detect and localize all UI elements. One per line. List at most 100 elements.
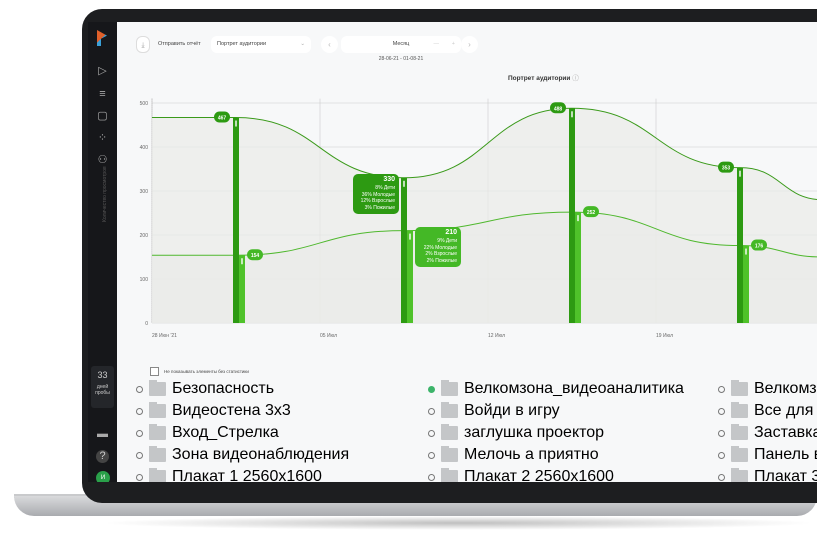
list-item[interactable]: Панель вертикальная внутр [718,446,817,463]
radio[interactable] [136,407,143,415]
folder-icon [731,402,748,418]
data-label-bg [718,161,734,173]
list-item[interactable]: Видеостена 3х3 [136,402,291,419]
date-range: 28-06-21 - 01-08-21 [378,56,424,62]
list-item[interactable]: Плакат 1 2560х1600 [136,468,322,482]
folder-icon [441,424,458,440]
monitor-icon[interactable]: ▬ [97,428,108,440]
folder-icon [441,468,458,482]
folder-icon [149,468,166,482]
data-label: 154 [251,253,260,259]
radio[interactable] [136,385,143,393]
logo [97,30,107,46]
bar [407,230,413,323]
bar [737,167,743,323]
help-icon[interactable]: ? [96,450,109,463]
chart: 0 100 200 300 400 500 28 Июн '21 05 Июл 12 Июл 19… [140,98,817,339]
hide-empty-checkbox[interactable]: Не показывать элементы без статистики [150,367,249,376]
list-item[interactable]: заглушка проектор [428,424,605,441]
person-icon [241,258,243,265]
folder-icon [149,424,166,440]
list-item[interactable]: Плакат 2 2560х1600 [428,468,614,482]
tooltip: 210 9% Дети 22% Молодые 2% Взрослые 2% Пожил… [415,226,461,268]
item-label: Плакат 3 2560х1600 [754,468,817,482]
data-label-bg [214,111,230,123]
data-label: 467 [218,116,227,122]
period-select[interactable]: Месяц — + [341,36,461,53]
folder-icon [731,446,748,462]
radio[interactable] [136,473,143,481]
radio[interactable] [136,429,143,437]
list-item[interactable]: Безопасность [136,380,274,397]
y-tick-label: 400 [140,145,149,151]
report-select[interactable]: Портрет аудитории ⌄ [211,36,311,53]
list-item[interactable]: Заставка [718,424,817,441]
radio[interactable] [428,385,435,393]
item-label: Заставка [754,424,817,441]
send-report-button[interactable]: Отправить отчёт [158,41,201,47]
loader-icon[interactable]: ⁘ [97,132,108,144]
chevron-down-icon: ⌄ [300,41,305,47]
tooltip-line: 2% Пожилые [426,257,457,264]
folder-icon [731,380,748,396]
zoom-in-icon[interactable]: + [451,41,455,47]
download-icon[interactable]: ⤓ [136,36,150,53]
radio[interactable] [718,429,725,437]
person-icon [577,215,579,222]
folder-icon [441,402,458,418]
sort-icon[interactable]: ≡ [99,88,106,100]
radio[interactable] [718,451,725,459]
prev-button[interactable]: ‹ [321,36,338,53]
radio[interactable] [428,407,435,415]
tooltip-line: 9% Дети [437,238,457,245]
radio[interactable] [428,451,435,459]
data-label-bg [550,102,566,114]
item-label: заглушка проектор [464,424,605,441]
trial-days: 33 [97,370,108,380]
tooltip: 330 8% Дети 36% Молодые 12% Взрослые 3% Пожи… [353,173,399,215]
tooltip-line: 12% Взрослые [360,198,395,205]
list-item[interactable]: Зона видеонаблюдения [136,446,349,463]
list-item[interactable]: Велкомзона_видеоаналитика [718,380,817,397]
radio[interactable] [428,473,435,481]
chart-title-text: Портрет аудитории [508,75,571,82]
radio[interactable] [136,451,143,459]
file-icon[interactable]: ▢ [97,110,108,122]
list-item[interactable]: Все для связи [718,402,817,419]
folder-icon [149,446,166,462]
radio[interactable] [718,385,725,393]
list-item[interactable]: Плакат 3 2560х1600 [718,468,817,482]
data-label-bg [247,249,263,261]
report-select-value: Портрет аудитории [217,41,267,47]
radio[interactable] [718,407,725,415]
bar [233,117,239,324]
checkbox[interactable] [150,367,159,376]
tooltip-line: 22% Молодые [423,244,457,251]
shadow [100,516,817,530]
data-label: 353 [722,166,731,172]
trial-label2: пробы [95,390,110,396]
user-icon[interactable]: ⚇ [97,154,108,166]
item-label: Велкомзона_видеоаналитика [464,380,684,397]
tooltip-line: 8% Дети [375,185,395,192]
trial-badge[interactable]: 33 дней пробы [91,366,114,408]
list-item[interactable]: Вход_Стрелка [136,424,279,441]
chart-title: Портрет аудитории ⓘ [508,72,579,82]
play-icon[interactable]: ▷ [98,65,107,77]
bar [743,245,749,323]
list-item[interactable]: Велкомзона_видеоаналитика [428,380,684,397]
folder-icon [441,380,458,396]
bar [569,108,575,323]
tooltip-line: 3% Пожилые [364,204,395,211]
data-label-bg [751,239,767,251]
next-button[interactable]: › [461,36,478,53]
radio[interactable] [428,429,435,437]
list-item[interactable]: Войди в игру [428,402,560,419]
list-item[interactable]: Мелочь а приятно [428,446,599,463]
info-icon[interactable]: ⓘ [572,75,579,82]
zoom-out-icon[interactable]: — [433,41,440,47]
person-icon [745,248,747,255]
avatar[interactable]: И [96,471,110,482]
bar [575,212,581,323]
radio[interactable] [718,473,725,481]
